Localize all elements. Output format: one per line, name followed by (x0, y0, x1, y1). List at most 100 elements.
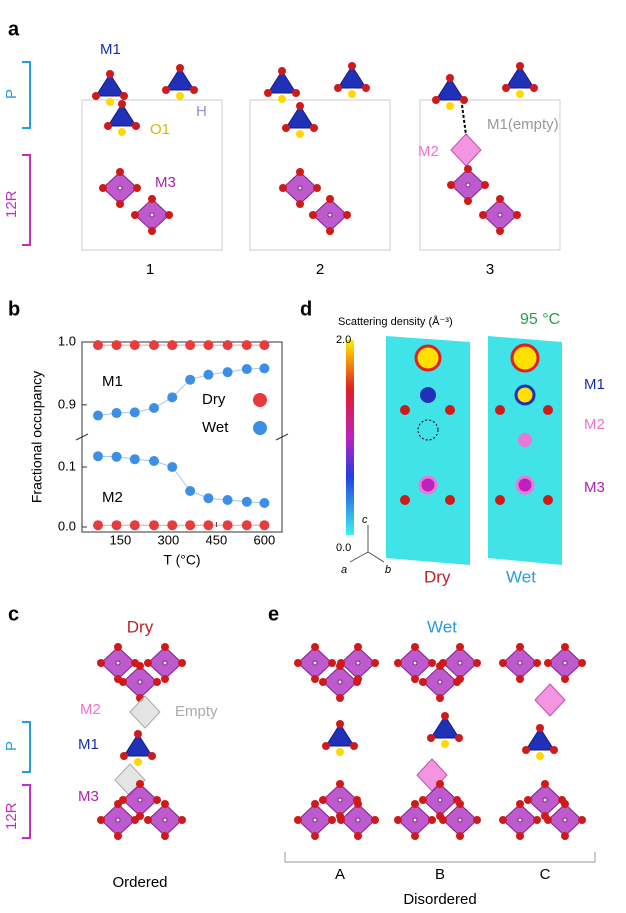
annotation: M1 (102, 373, 123, 390)
point (149, 520, 159, 530)
panel-label: b (8, 298, 20, 320)
tetrahedron (282, 102, 318, 138)
panel-label: e (268, 603, 279, 625)
point (112, 452, 122, 462)
x-tick-label: 600 (254, 532, 276, 547)
tetrahedron (120, 730, 156, 766)
colorbar-max: 2.0 (336, 334, 351, 346)
y-tick-label: 0.1 (58, 458, 76, 473)
tetrahedron (432, 74, 468, 110)
point (259, 363, 269, 373)
point (130, 340, 140, 350)
point (112, 408, 122, 418)
octahedron (309, 195, 351, 235)
point (242, 520, 252, 530)
series-line (98, 456, 264, 503)
point (242, 364, 252, 374)
label: M1 (584, 376, 605, 393)
caption: Disordered (403, 891, 476, 908)
octahedron (447, 165, 489, 205)
structure-a (22, 62, 560, 250)
axis-label: a (341, 564, 347, 576)
x-tick-label: 450 (206, 532, 228, 547)
panel-title: Dry (127, 617, 154, 636)
point (130, 454, 140, 464)
point (203, 493, 213, 503)
panel-label: c (8, 603, 19, 625)
x-tick-label: 300 (158, 532, 180, 547)
point (149, 456, 159, 466)
legend-swatch (253, 393, 267, 407)
bracket (22, 62, 30, 128)
step-label: 2 (316, 261, 324, 278)
octahedron (130, 696, 160, 728)
point (185, 375, 195, 385)
point (167, 462, 177, 472)
label: M3 (78, 788, 99, 805)
bracket (22, 722, 30, 772)
caption: Ordered (112, 874, 167, 891)
octahedron (479, 195, 521, 235)
tetrahedron (322, 720, 358, 756)
point (185, 520, 195, 530)
octahedron (451, 134, 481, 166)
panel-label: d (300, 298, 312, 320)
point (167, 392, 177, 402)
tetrahedron (502, 62, 538, 98)
colorbar-min: 0.0 (336, 542, 351, 554)
label: Wet (506, 567, 536, 586)
point (149, 340, 159, 350)
temperature: 95 °C (520, 311, 560, 328)
octahedron (131, 195, 173, 235)
x-tick-label: 150 (110, 532, 132, 547)
point (149, 403, 159, 413)
point (112, 520, 122, 530)
label: 12R (3, 802, 20, 830)
label: M2 (80, 701, 101, 718)
label: M3 (155, 174, 176, 191)
point (242, 497, 252, 507)
point (223, 340, 233, 350)
colorbar (346, 340, 354, 535)
octahedron (99, 168, 141, 208)
point (259, 340, 269, 350)
point (167, 340, 177, 350)
cell (250, 100, 390, 250)
series-line (98, 368, 264, 415)
label: O1 (150, 121, 170, 138)
structure-c (22, 643, 186, 840)
annotation: M2 (102, 489, 123, 506)
arrow (462, 105, 466, 135)
point (93, 520, 103, 530)
point (203, 340, 213, 350)
point (130, 407, 140, 417)
octahedron (535, 684, 565, 716)
column-label: A (335, 866, 345, 883)
legend-label: Dry (202, 391, 226, 408)
point (223, 520, 233, 530)
label: M3 (584, 479, 605, 496)
octahedron (499, 643, 541, 683)
label: M1 (78, 736, 99, 753)
y-tick-label: 1.0 (58, 333, 76, 348)
point (203, 520, 213, 530)
label: M1 (100, 41, 121, 58)
label: M1(empty) (487, 116, 559, 133)
label: M2 (418, 143, 439, 160)
point (259, 498, 269, 508)
tetrahedron (264, 67, 300, 103)
axis-label: b (385, 564, 391, 576)
figure: a M1 P O1 H 12R M3 M2 M1(empty) 1 2 3 b … (0, 0, 626, 913)
tetrahedron (522, 724, 558, 760)
panel-label: a (8, 18, 20, 40)
label: P (3, 89, 20, 99)
point (185, 486, 195, 496)
bracket (22, 785, 30, 838)
point (167, 520, 177, 530)
tetrahedron (334, 62, 370, 98)
y-tick-label: 0.9 (58, 396, 76, 411)
column-label: C (540, 866, 551, 883)
point (203, 370, 213, 380)
tetrahedron (162, 64, 198, 100)
label: P (3, 741, 20, 751)
